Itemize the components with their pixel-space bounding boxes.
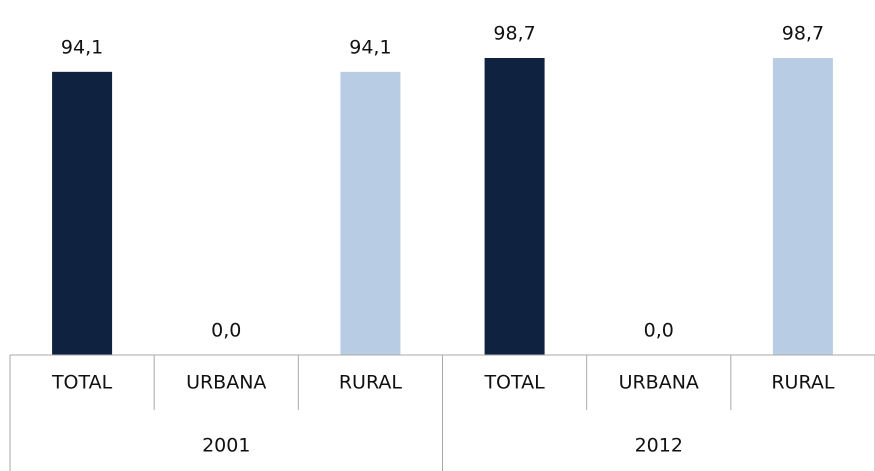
group-label: 2001 xyxy=(202,435,250,457)
value-label: 94,1 xyxy=(349,36,391,58)
value-label: 94,1 xyxy=(61,36,103,58)
bar xyxy=(772,58,833,355)
value-label: 98,7 xyxy=(782,23,824,45)
bar xyxy=(52,71,113,355)
group-label: 2012 xyxy=(635,435,683,457)
value-label: 98,7 xyxy=(493,23,535,45)
category-label: URBANA xyxy=(186,372,266,394)
value-label: 0,0 xyxy=(644,320,674,342)
bar xyxy=(484,58,545,355)
category-label: TOTAL xyxy=(51,372,113,394)
value-label: 0,0 xyxy=(211,320,241,342)
category-label: TOTAL xyxy=(483,372,545,394)
bar xyxy=(340,71,401,355)
category-label: URBANA xyxy=(619,372,699,394)
category-label: RURAL xyxy=(339,372,403,394)
category-label: RURAL xyxy=(771,372,835,394)
